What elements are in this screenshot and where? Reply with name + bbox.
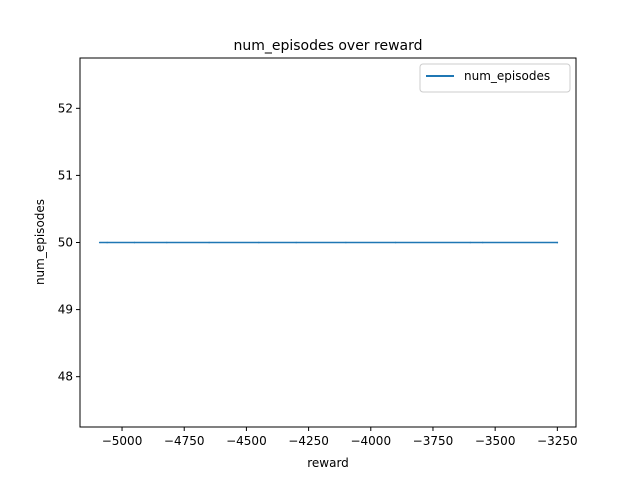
legend-box — [419, 63, 571, 93]
y-tick-label: 51 — [58, 168, 73, 182]
chart-title: num_episodes over reward — [233, 38, 422, 54]
series-layer — [98, 241, 559, 244]
y-tick-label: 49 — [58, 303, 73, 317]
y-tick-label: 50 — [58, 236, 73, 250]
data-point — [106, 241, 108, 244]
data-point — [98, 241, 101, 244]
x-tick-label: −3750 — [413, 434, 454, 448]
x-tick-label: −4500 — [226, 434, 267, 448]
data-point — [295, 241, 297, 244]
x-tick-label: −4750 — [164, 434, 205, 448]
plot-frame — [79, 57, 577, 428]
x-tick-label: −5000 — [102, 434, 143, 448]
x-axis: −5000 −4750 −4500 −4250 −4000 −3750 −3500 −3250 — [102, 427, 578, 448]
data-point — [258, 241, 260, 244]
data-point — [208, 241, 210, 244]
x-tick-label: −4250 — [288, 434, 329, 448]
x-tick-label: −4000 — [350, 434, 391, 448]
data-point — [133, 241, 136, 244]
x-tick-label: −3250 — [537, 434, 578, 448]
y-tick-label: 52 — [58, 101, 73, 115]
data-point — [166, 241, 168, 244]
x-axis-label: reward — [307, 456, 349, 470]
y-axis-label: num_episodes — [33, 199, 47, 285]
y-tick-label: 48 — [58, 370, 73, 384]
data-point — [469, 241, 472, 244]
x-tick-label: −3500 — [475, 434, 516, 448]
legend-label: num_episodes — [464, 69, 550, 83]
y-axis: 48 49 50 51 52 — [58, 101, 80, 384]
legend: num_episodes — [419, 63, 571, 93]
data-point — [556, 241, 559, 244]
data-point — [481, 241, 484, 244]
data-point — [394, 241, 397, 244]
data-point — [345, 241, 347, 244]
